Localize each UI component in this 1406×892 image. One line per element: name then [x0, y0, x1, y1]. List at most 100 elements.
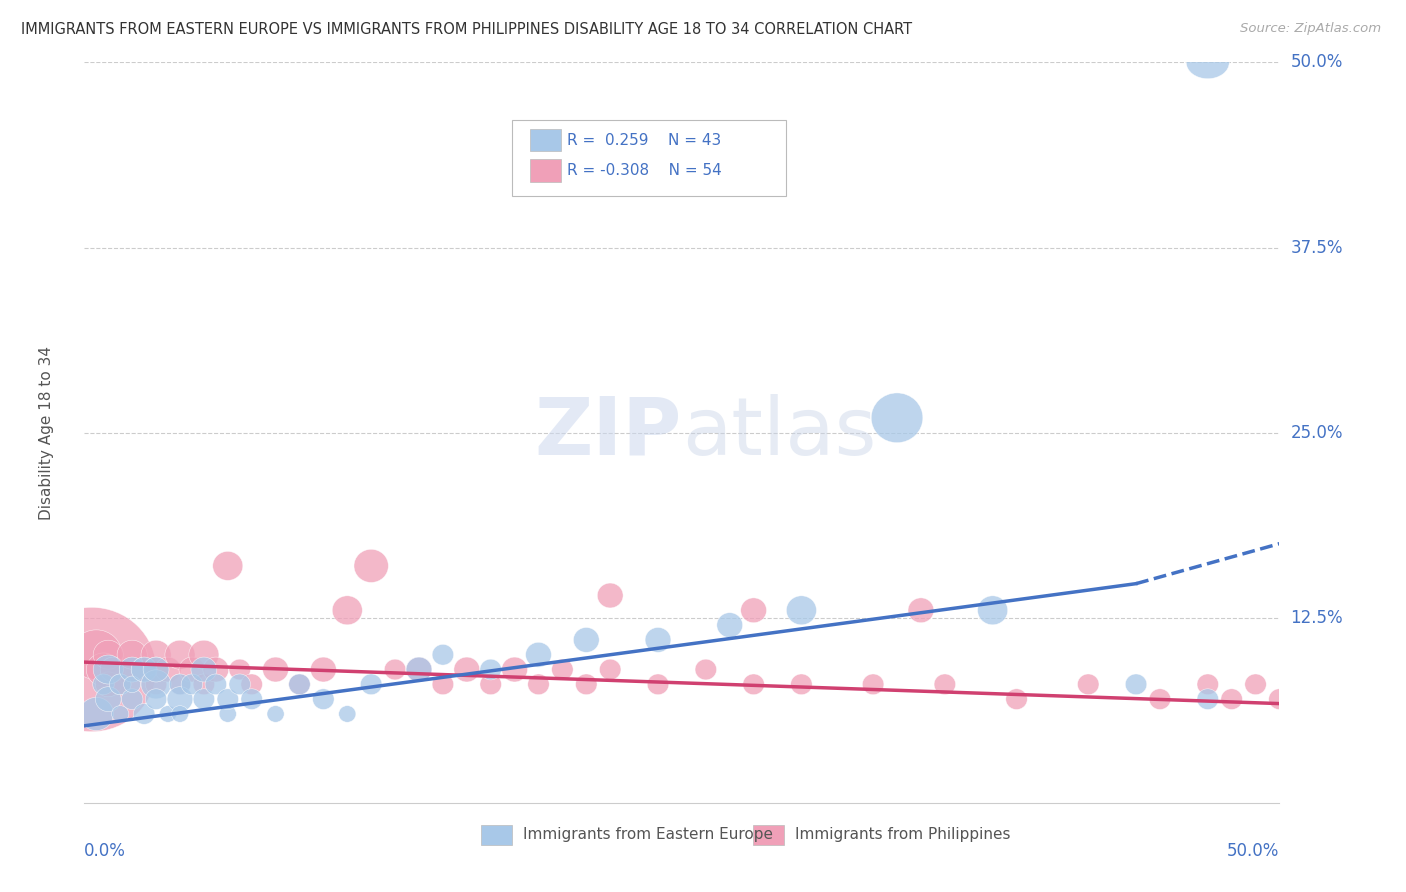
Ellipse shape	[1187, 46, 1229, 78]
Ellipse shape	[191, 657, 217, 682]
Ellipse shape	[131, 657, 157, 682]
Ellipse shape	[181, 674, 202, 695]
Ellipse shape	[1005, 689, 1028, 709]
Ellipse shape	[155, 657, 181, 682]
Ellipse shape	[479, 674, 502, 695]
Ellipse shape	[384, 659, 406, 680]
Ellipse shape	[934, 674, 956, 695]
Ellipse shape	[117, 640, 148, 669]
Ellipse shape	[27, 607, 156, 731]
Ellipse shape	[695, 659, 717, 680]
Ellipse shape	[908, 598, 934, 623]
Ellipse shape	[502, 657, 527, 682]
Ellipse shape	[1268, 689, 1291, 709]
Ellipse shape	[93, 674, 114, 695]
Ellipse shape	[145, 689, 167, 709]
Ellipse shape	[179, 657, 205, 682]
Text: Immigrants from Eastern Europe: Immigrants from Eastern Europe	[523, 828, 773, 842]
Text: 50.0%: 50.0%	[1291, 54, 1343, 71]
Ellipse shape	[527, 674, 550, 695]
Ellipse shape	[100, 657, 127, 682]
Ellipse shape	[110, 674, 131, 695]
Text: 50.0%: 50.0%	[1227, 842, 1279, 860]
Ellipse shape	[599, 659, 621, 680]
Text: Disability Age 18 to 34: Disability Age 18 to 34	[38, 345, 53, 520]
Ellipse shape	[432, 674, 454, 695]
Ellipse shape	[165, 640, 195, 669]
Ellipse shape	[267, 706, 284, 723]
Ellipse shape	[134, 704, 155, 724]
Ellipse shape	[354, 549, 388, 582]
Text: 25.0%: 25.0%	[1291, 424, 1343, 442]
Ellipse shape	[406, 657, 432, 682]
Ellipse shape	[551, 659, 574, 680]
Ellipse shape	[193, 689, 215, 709]
Ellipse shape	[229, 674, 250, 695]
Ellipse shape	[645, 627, 671, 652]
Ellipse shape	[1220, 689, 1243, 709]
Ellipse shape	[741, 598, 766, 623]
Ellipse shape	[1197, 674, 1219, 695]
Ellipse shape	[1149, 689, 1171, 709]
Ellipse shape	[141, 670, 172, 698]
Ellipse shape	[124, 676, 141, 692]
Ellipse shape	[219, 706, 236, 723]
Ellipse shape	[167, 687, 193, 712]
Ellipse shape	[332, 596, 363, 624]
Ellipse shape	[598, 583, 623, 608]
Ellipse shape	[1125, 674, 1147, 695]
Ellipse shape	[169, 674, 191, 695]
Ellipse shape	[1077, 674, 1099, 695]
Ellipse shape	[172, 706, 188, 723]
Ellipse shape	[169, 674, 191, 695]
Ellipse shape	[141, 640, 172, 669]
Ellipse shape	[93, 640, 124, 669]
Ellipse shape	[111, 706, 129, 723]
Ellipse shape	[70, 630, 122, 680]
Ellipse shape	[288, 674, 311, 695]
Ellipse shape	[188, 640, 219, 669]
Ellipse shape	[217, 689, 239, 709]
Ellipse shape	[120, 657, 145, 682]
Ellipse shape	[360, 674, 382, 695]
Ellipse shape	[86, 653, 121, 686]
Ellipse shape	[143, 657, 169, 682]
Ellipse shape	[205, 674, 226, 695]
Ellipse shape	[977, 596, 1008, 624]
Ellipse shape	[872, 393, 922, 442]
Ellipse shape	[240, 674, 263, 695]
Text: Source: ZipAtlas.com: Source: ZipAtlas.com	[1240, 22, 1381, 36]
Text: Immigrants from Philippines: Immigrants from Philippines	[796, 828, 1011, 842]
Ellipse shape	[263, 657, 288, 682]
Ellipse shape	[647, 674, 669, 695]
Ellipse shape	[159, 706, 177, 723]
Ellipse shape	[786, 596, 817, 624]
Ellipse shape	[120, 657, 145, 682]
Ellipse shape	[312, 689, 335, 709]
Ellipse shape	[110, 674, 131, 695]
Text: 0.0%: 0.0%	[84, 842, 127, 860]
Ellipse shape	[212, 551, 243, 581]
Ellipse shape	[1244, 674, 1267, 695]
Ellipse shape	[742, 674, 765, 695]
Ellipse shape	[121, 689, 143, 709]
Text: R =  0.259    N = 43: R = 0.259 N = 43	[567, 133, 721, 148]
Ellipse shape	[862, 674, 884, 695]
Ellipse shape	[240, 689, 263, 709]
Ellipse shape	[406, 657, 432, 682]
Ellipse shape	[311, 657, 336, 682]
Ellipse shape	[432, 644, 454, 665]
Text: IMMIGRANTS FROM EASTERN EUROPE VS IMMIGRANTS FROM PHILIPPINES DISABILITY AGE 18 : IMMIGRANTS FROM EASTERN EUROPE VS IMMIGR…	[21, 22, 912, 37]
Ellipse shape	[229, 659, 250, 680]
Ellipse shape	[79, 698, 114, 731]
Ellipse shape	[479, 659, 502, 680]
Ellipse shape	[288, 674, 311, 695]
Ellipse shape	[143, 657, 169, 682]
Ellipse shape	[193, 674, 215, 695]
Ellipse shape	[93, 655, 124, 684]
Text: R = -0.308    N = 54: R = -0.308 N = 54	[567, 163, 721, 178]
Text: 37.5%: 37.5%	[1291, 238, 1343, 257]
Ellipse shape	[526, 642, 551, 667]
Ellipse shape	[202, 657, 229, 682]
Ellipse shape	[790, 674, 813, 695]
